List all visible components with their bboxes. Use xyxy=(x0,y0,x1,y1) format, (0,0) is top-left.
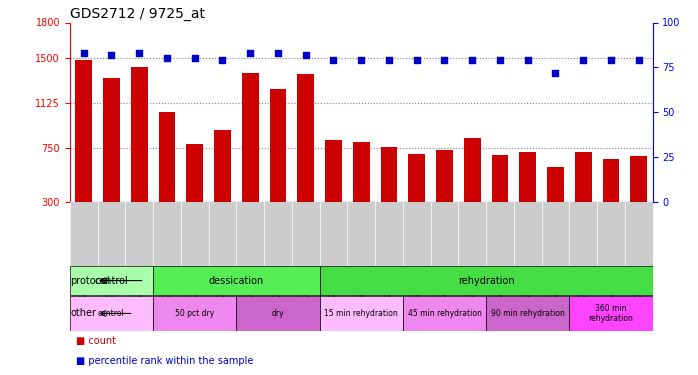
Point xyxy=(217,57,228,63)
Point xyxy=(633,57,644,63)
Bar xyxy=(325,140,342,238)
Bar xyxy=(380,147,397,238)
Point xyxy=(189,56,200,62)
Text: dessication: dessication xyxy=(209,276,264,286)
Point xyxy=(494,57,505,63)
Text: dry: dry xyxy=(272,309,284,318)
Bar xyxy=(602,159,619,238)
Point xyxy=(300,52,311,58)
Point xyxy=(272,50,283,56)
Text: ■ percentile rank within the sample: ■ percentile rank within the sample xyxy=(75,356,253,366)
Bar xyxy=(103,78,120,238)
Text: 360 min
rehydration: 360 min rehydration xyxy=(588,304,634,323)
Bar xyxy=(158,112,175,238)
Bar xyxy=(75,60,92,238)
Bar xyxy=(153,296,237,331)
Point xyxy=(439,57,450,63)
Point xyxy=(578,57,589,63)
Text: rehydration: rehydration xyxy=(458,276,514,286)
Bar xyxy=(70,266,153,295)
Bar xyxy=(297,74,314,238)
Text: protocol: protocol xyxy=(70,276,110,286)
Bar xyxy=(519,152,536,238)
Bar xyxy=(131,67,147,238)
Bar xyxy=(320,296,403,331)
Bar xyxy=(570,296,653,331)
Point xyxy=(328,57,339,63)
Point xyxy=(383,57,394,63)
Bar xyxy=(436,150,453,238)
Text: 90 min rehydration: 90 min rehydration xyxy=(491,309,565,318)
Bar xyxy=(575,152,592,238)
Bar xyxy=(214,130,231,238)
Text: 50 pct dry: 50 pct dry xyxy=(175,309,214,318)
Bar xyxy=(403,296,486,331)
Text: other: other xyxy=(70,309,96,318)
Text: 15 min rehydration: 15 min rehydration xyxy=(325,309,398,318)
Text: ■ count: ■ count xyxy=(75,336,116,346)
Point xyxy=(411,57,422,63)
Text: 45 min rehydration: 45 min rehydration xyxy=(408,309,482,318)
Point xyxy=(133,50,144,56)
Bar xyxy=(320,266,653,295)
Point xyxy=(161,56,172,62)
Bar xyxy=(486,296,570,331)
Text: GDS2712 / 9725_at: GDS2712 / 9725_at xyxy=(70,8,205,21)
Point xyxy=(244,50,255,56)
Text: control: control xyxy=(94,276,128,286)
Point xyxy=(550,70,561,76)
Bar xyxy=(547,167,564,238)
Point xyxy=(78,50,89,56)
Bar xyxy=(242,73,258,238)
Point xyxy=(522,57,533,63)
Text: control: control xyxy=(98,309,125,318)
Point xyxy=(356,57,367,63)
Point xyxy=(605,57,616,63)
Bar xyxy=(464,138,480,238)
Bar xyxy=(237,296,320,331)
Bar xyxy=(630,156,647,238)
Bar xyxy=(70,296,153,331)
Point xyxy=(106,52,117,58)
Bar xyxy=(408,154,425,238)
Bar xyxy=(491,155,508,238)
Bar xyxy=(153,266,320,295)
Bar xyxy=(269,90,286,238)
Bar xyxy=(186,144,203,238)
Point xyxy=(467,57,478,63)
Bar xyxy=(353,142,369,238)
